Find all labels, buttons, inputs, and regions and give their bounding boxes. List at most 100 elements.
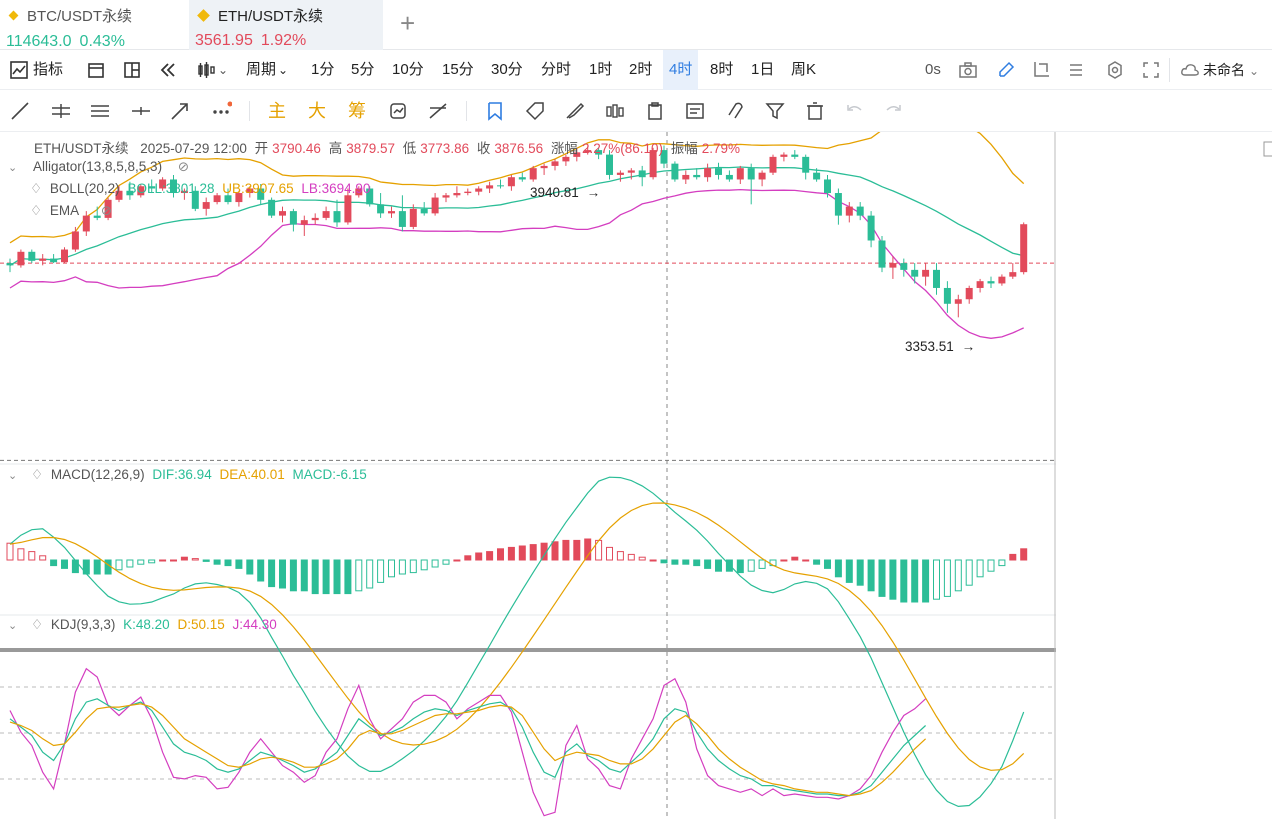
bell-icon[interactable]: ♢ — [30, 467, 44, 482]
chevron-down-icon[interactable]: ⌄ — [218, 63, 229, 77]
candle-body — [355, 188, 363, 196]
horizontal-line-icon[interactable] — [50, 100, 72, 122]
macd-bar — [1009, 553, 1017, 561]
interval-4h[interactable]: 4时 — [663, 50, 699, 90]
macd-bar — [976, 559, 984, 578]
candle-body — [28, 251, 36, 261]
macd-bar — [813, 559, 821, 565]
divider — [466, 101, 467, 121]
horizontal-ray-icon[interactable] — [130, 100, 152, 122]
main-chip-button[interactable]: 主 — [268, 101, 286, 121]
layout-name-dropdown[interactable]: 未命名 ⌄ — [1203, 62, 1260, 78]
replay-icon[interactable] — [158, 60, 178, 80]
collapse-chevron-icon[interactable]: ⌄ — [8, 470, 18, 482]
macd-value: MACD:-6.15 — [292, 467, 367, 482]
macd-bar — [93, 559, 101, 575]
indicator-chart-icon[interactable] — [9, 60, 29, 80]
fullscreen-icon[interactable] — [1141, 60, 1161, 80]
brush-icon[interactable] — [564, 100, 586, 122]
interval-1h[interactable]: 1时 — [589, 61, 613, 78]
macd-bar — [300, 559, 308, 592]
pencil-icon[interactable] — [996, 60, 1016, 80]
candle-body — [693, 174, 701, 178]
candle-body — [933, 269, 940, 288]
candle-body — [442, 195, 450, 198]
undo-icon[interactable] — [843, 100, 865, 122]
ruler-icon[interactable] — [427, 100, 449, 122]
calendar-icon[interactable] — [86, 60, 106, 80]
period-dropdown[interactable]: 周期 ⌄ — [246, 61, 289, 78]
kdj-name: KDJ(9,3,3) — [50, 617, 116, 632]
tag-icon[interactable] — [524, 100, 546, 122]
trendline-icon[interactable] — [9, 100, 31, 122]
collapse-chevron-icon[interactable]: ⌄ — [8, 162, 18, 174]
sync-icon[interactable] — [387, 100, 409, 122]
macd-bar — [715, 559, 722, 572]
interval-1d[interactable]: 1日 — [751, 61, 775, 78]
gear-icon[interactable] — [1105, 60, 1125, 80]
candle-body — [845, 206, 853, 216]
interval-8h[interactable]: 8时 — [710, 61, 734, 78]
magnet-icon[interactable] — [724, 100, 746, 122]
add-tab-icon[interactable]: + — [400, 8, 416, 38]
candle-body — [464, 191, 472, 194]
ema-name: EMA — [49, 203, 80, 218]
big-order-button[interactable]: 大 — [308, 101, 326, 121]
candle-type-icon[interactable] — [196, 60, 216, 80]
candle-body — [660, 150, 668, 164]
bell-icon[interactable]: ♢ — [30, 181, 43, 196]
tab-btc[interactable]: BTC/USDT永续 114643.0 0.43% — [0, 0, 186, 50]
macd-bar — [518, 545, 526, 561]
candle-body — [671, 163, 679, 180]
binance-icon — [197, 9, 210, 22]
eye-hidden-icon[interactable]: ⊘ — [100, 203, 113, 218]
cloud-icon[interactable] — [1180, 60, 1200, 80]
bookmark-icon[interactable] — [484, 100, 506, 122]
tab-symbol: ETH/USDT永续 — [218, 8, 324, 25]
period-label: 周期 — [246, 61, 277, 78]
candle-body — [540, 165, 548, 169]
boll-ub-value: UB:3907.65 — [222, 181, 294, 196]
macd-bar — [824, 559, 831, 569]
camera-icon[interactable] — [958, 60, 978, 80]
filter-icon[interactable] — [764, 100, 786, 122]
trash-icon[interactable] — [804, 100, 826, 122]
divider — [1169, 58, 1170, 82]
bell-icon[interactable]: ♢ — [30, 617, 44, 632]
macd-bar — [159, 559, 167, 562]
more-tools-icon[interactable] — [210, 100, 232, 122]
chart-canvas[interactable] — [0, 119, 1272, 819]
candle-body — [834, 193, 842, 216]
chip-distribution-button[interactable]: 筹 — [348, 101, 366, 121]
interval-week[interactable]: 周K — [791, 61, 817, 78]
candle-body — [115, 190, 123, 200]
indicator-button[interactable]: 指标 — [33, 61, 64, 78]
interval-5m[interactable]: 5分 — [351, 61, 375, 78]
interval-1m[interactable]: 1分 — [311, 61, 335, 78]
interval-2h[interactable]: 2时 — [629, 61, 653, 78]
interval-timeshare[interactable]: 分时 — [541, 61, 572, 78]
macd-bar — [627, 553, 635, 561]
candle-body — [322, 211, 330, 218]
clipboard-icon[interactable] — [644, 100, 666, 122]
list-settings-icon[interactable] — [1066, 60, 1086, 80]
macd-bar — [137, 559, 145, 565]
arrow-line-icon[interactable] — [169, 100, 191, 122]
eye-hidden-icon[interactable]: ⊘ — [177, 159, 190, 174]
note-icon[interactable] — [684, 100, 706, 122]
chart-area[interactable]: ETH/USDT永续 2025-07-29 12:00 开 3790.46 高 38… — [0, 119, 1272, 819]
collapse-chevron-icon[interactable]: ⌄ — [8, 620, 18, 632]
layout-name: 未命名 — [1203, 62, 1245, 78]
parallel-channel-icon[interactable] — [89, 100, 111, 122]
macd-bar — [878, 559, 886, 597]
layout-icon[interactable] — [122, 60, 142, 80]
redo-icon[interactable] — [883, 100, 905, 122]
interval-10m[interactable]: 10分 — [392, 61, 424, 78]
bell-icon[interactable]: ♢ — [30, 203, 43, 218]
candle-body — [736, 168, 744, 180]
interval-15m[interactable]: 15分 — [442, 61, 474, 78]
crop-icon[interactable] — [1031, 60, 1051, 80]
candles-icon[interactable] — [604, 100, 626, 122]
interval-30m[interactable]: 30分 — [491, 61, 523, 78]
tab-eth[interactable]: ETH/USDT永续 3561.95 1.92% — [189, 0, 383, 50]
